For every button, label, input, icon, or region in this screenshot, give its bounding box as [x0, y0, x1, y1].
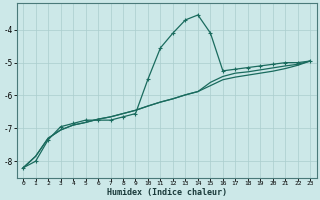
X-axis label: Humidex (Indice chaleur): Humidex (Indice chaleur)	[107, 188, 227, 197]
